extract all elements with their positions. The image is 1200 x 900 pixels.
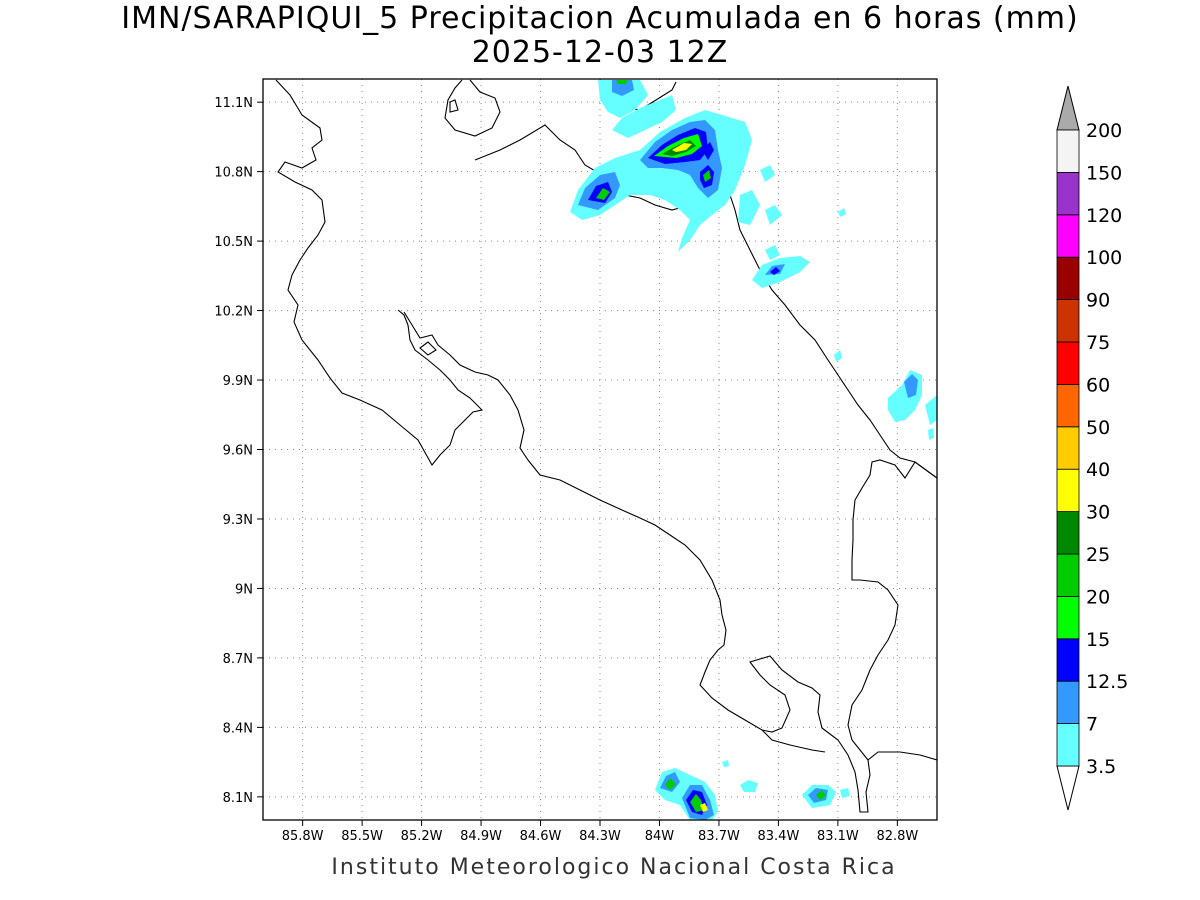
colorbar-level-label: 15: [1086, 629, 1110, 651]
latitude-ticks: 11.1N 10.8N 10.5N 10.2N 9.9N 9.6N 9.3N 9N 8.7N 8.…: [214, 96, 263, 806]
lon-tick-label: 83.7W: [698, 829, 740, 844]
colorbar-level-label: 100: [1086, 247, 1122, 269]
caribbean-coast: [726, 177, 937, 479]
precip-area-ne-1: [888, 370, 922, 422]
lat-tick-label: 9.6N: [223, 444, 253, 459]
lat-tick-label: 8.1N: [223, 791, 253, 806]
lon-tick-label: 84W: [645, 829, 675, 844]
pacific-coast-north: [275, 79, 484, 466]
precipitation-contours: [570, 80, 937, 820]
colorbar-segment: [1056, 426, 1080, 470]
colorbar-level-label: 7: [1086, 714, 1098, 736]
lake-nicaragua-shore: [444, 79, 501, 137]
colorbar-level-label: 75: [1086, 332, 1110, 354]
lat-tick-label: 10.8N: [214, 166, 253, 181]
precip-area-east-3: [770, 267, 780, 275]
colorbar-segment: [1056, 553, 1080, 597]
precip-area-scatter-1: [738, 190, 760, 225]
precip-area-scatter-4: [765, 245, 780, 260]
precip-area-main-20: [596, 188, 610, 200]
precip-area-north-1: [598, 80, 648, 118]
colorbar-level-label: 50: [1086, 417, 1110, 439]
title-line-1: IMN/SARAPIQUI_5 Precipitacion Acumulada …: [121, 1, 1079, 36]
lon-tick-label: 83.4W: [758, 829, 800, 844]
precip-area-side-green: [703, 170, 711, 182]
lon-tick-label: 85.2W: [401, 829, 443, 844]
colorbar-level-label: 25: [1086, 544, 1110, 566]
lat-tick-label: 9.9N: [223, 374, 253, 389]
colorbar-level-label: 90: [1086, 290, 1110, 312]
precip-area-south-13: [722, 760, 729, 767]
precip-area-south-6: [665, 778, 676, 790]
title-line-2: 2025-12-03 12Z: [471, 35, 729, 70]
colorbar-level-label: 20: [1086, 586, 1110, 608]
precip-area-dot-1: [838, 208, 846, 217]
colorbar-segment: [1056, 468, 1080, 513]
colorbar-segment: [1056, 723, 1080, 767]
colorbar-segment: [1056, 171, 1080, 216]
precip-area-south-7: [700, 803, 708, 812]
colorbar-level-label: 200: [1086, 120, 1122, 142]
colorbar-level-label: 60: [1086, 374, 1110, 396]
colorbar: 3.5 7 12.5 15 20 25 30 40 50 60 75 90 100 120 150 200: [1056, 85, 1128, 811]
lat-tick-label: 11.1N: [214, 96, 253, 111]
colorbar-segment: [1056, 129, 1080, 173]
panama-border: [847, 459, 937, 761]
colorbar-segment: [1056, 383, 1080, 428]
precip-area-main-30: [672, 143, 692, 152]
lat-tick-label: 9.3N: [223, 513, 253, 528]
precip-area-south-5: [690, 794, 704, 812]
colorbar-segment: [1056, 256, 1080, 301]
colorbar-under-triangle: [1056, 765, 1080, 811]
nicoya-island: [419, 341, 437, 356]
colorbar-segment: [1056, 511, 1080, 555]
precip-area-side2: [702, 142, 714, 160]
longitude-ticks: 85.8W 85.5W 85.2W 84.9W 84.6W 84.3W 84W 83.7W 83…: [282, 820, 918, 844]
precip-area-ne-4: [928, 428, 934, 440]
colorbar-segment: [1056, 680, 1080, 725]
lat-tick-label: 10.2N: [214, 305, 253, 320]
lat-tick-label: 9N: [235, 582, 253, 597]
small-island: [449, 99, 459, 113]
precip-area-south-11: [816, 790, 826, 800]
lat-tick-label: 8.4N: [223, 721, 253, 736]
colorbar-level-label: 12.5: [1086, 671, 1128, 693]
precip-area-strip: [612, 95, 676, 138]
lon-tick-label: 84.6W: [520, 829, 562, 844]
lat-tick-label: 8.7N: [223, 652, 253, 667]
colorbar-over-triangle: [1056, 85, 1080, 131]
peninsula-outline: [761, 729, 826, 753]
colorbar-segment: [1056, 596, 1080, 640]
lon-tick-label: 83.1W: [817, 829, 859, 844]
precip-area-south-8: [740, 780, 758, 792]
colorbar-level-label: 150: [1086, 162, 1122, 184]
precip-area-north-2: [612, 80, 634, 96]
colorbar-segment: [1056, 638, 1080, 682]
lon-tick-label: 84.9W: [460, 829, 502, 844]
precip-area-north-3: [616, 80, 628, 84]
lat-tick-label: 10.5N: [214, 235, 253, 250]
colorbar-level-label: 40: [1086, 459, 1110, 481]
precip-area-south-12: [840, 788, 850, 798]
footer-credit: Instituto Meteorologico Nacional Costa R…: [331, 855, 897, 880]
precip-area-scatter-3: [760, 165, 775, 182]
lon-tick-label: 85.8W: [282, 829, 324, 844]
colorbar-level-label: 30: [1086, 502, 1110, 524]
precip-area-ne-3: [925, 395, 937, 425]
chart-title: IMN/SARAPIQUI_5 Precipitacion Acumulada …: [0, 2, 1200, 70]
precip-area-ne-2: [904, 374, 918, 398]
precip-area-scatter-2: [765, 205, 782, 225]
precip-area-dot-2: [834, 350, 842, 362]
nicoya-gulf: [403, 311, 937, 813]
colorbar-segment: [1056, 341, 1080, 385]
lon-tick-label: 84.3W: [579, 829, 621, 844]
colorbar-level-label: 3.5: [1086, 756, 1116, 778]
lon-tick-label: 85.5W: [341, 829, 383, 844]
lon-tick-label: 82.8W: [876, 829, 918, 844]
colorbar-level-label: 120: [1086, 205, 1122, 227]
colorbar-segment: [1056, 214, 1080, 258]
colorbar-segment: [1056, 299, 1080, 343]
